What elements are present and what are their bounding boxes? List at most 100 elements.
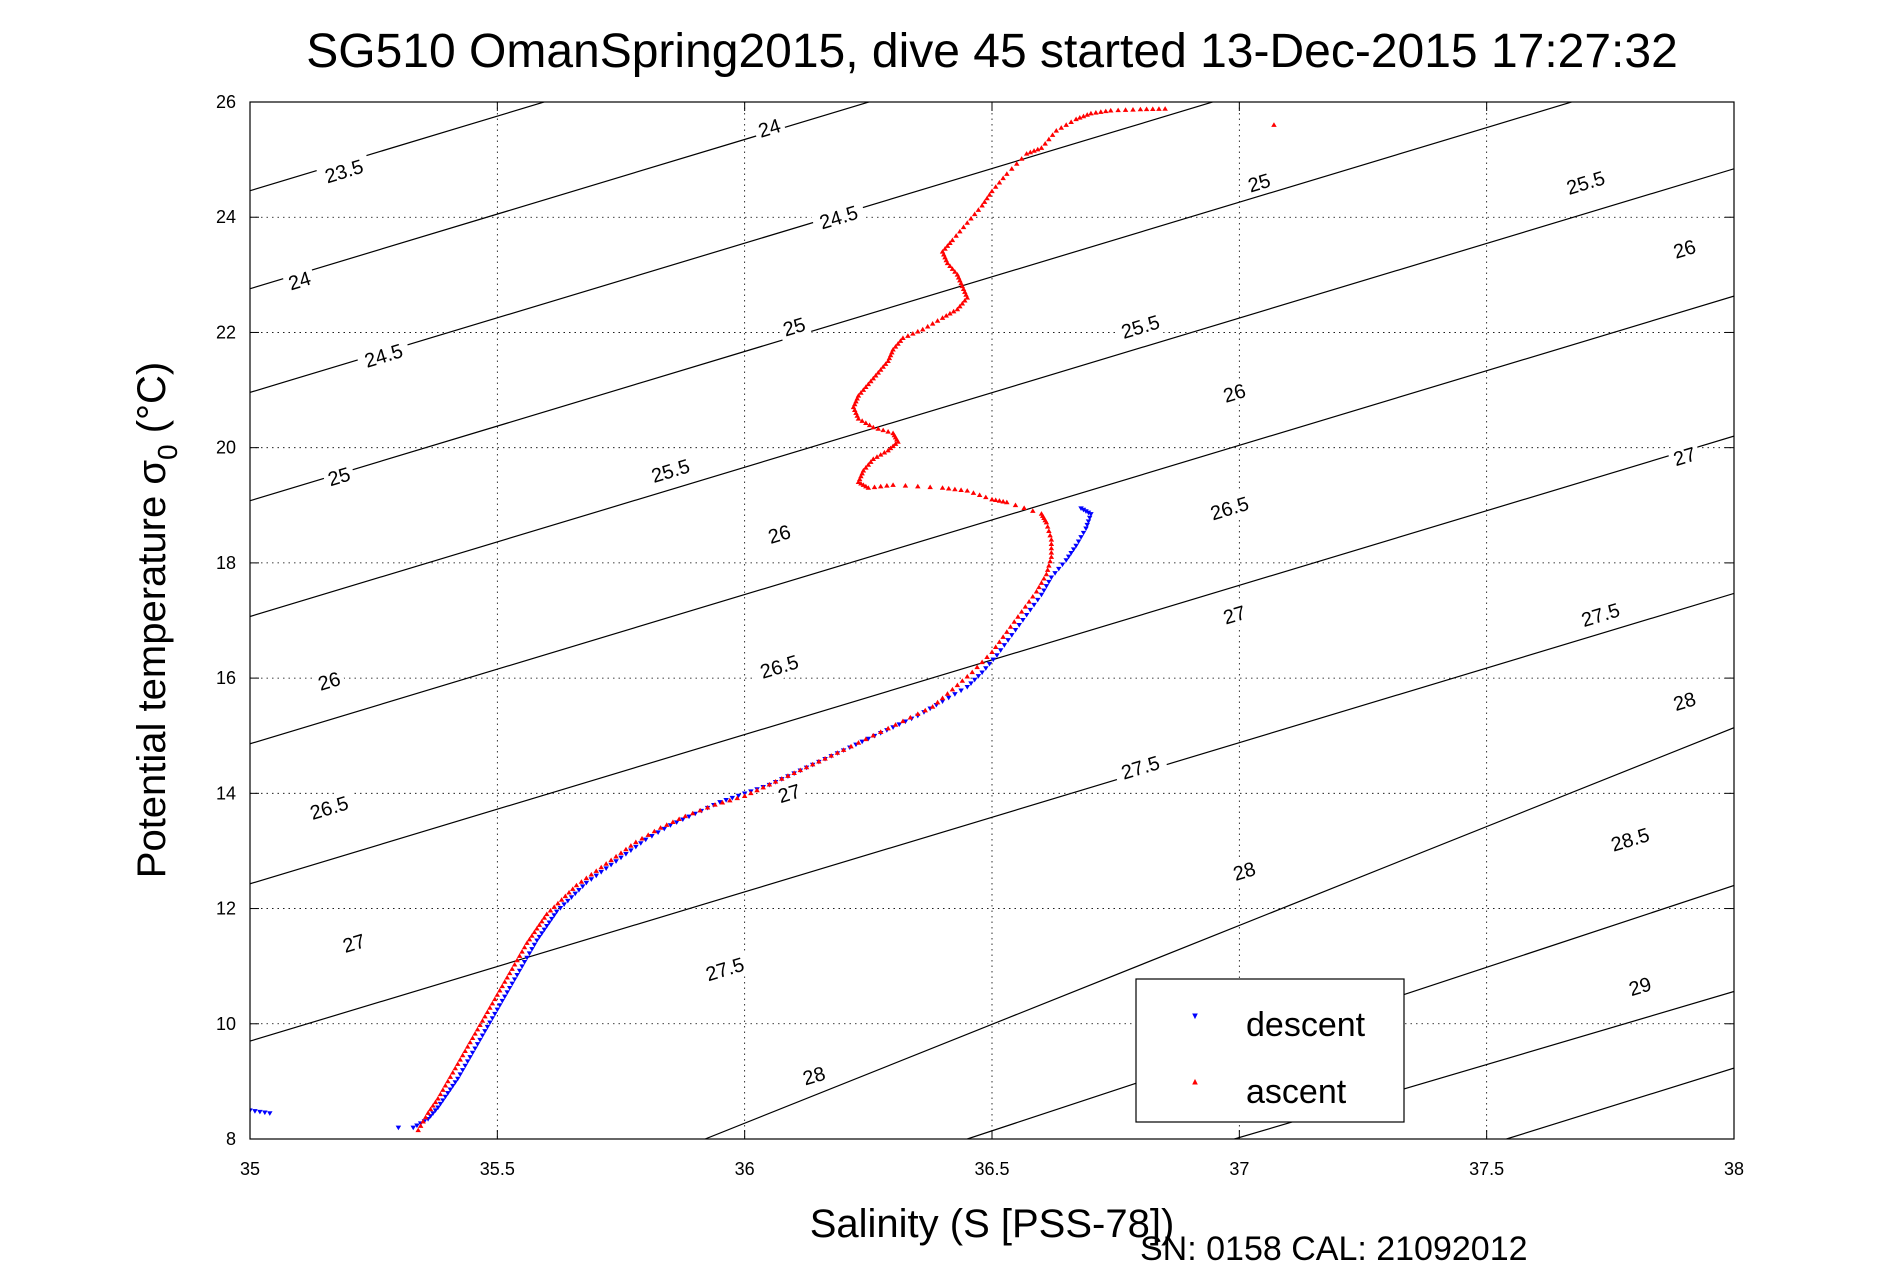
x-tick-label: 35.5	[480, 1159, 515, 1179]
isopycnal-line-24	[250, 102, 871, 290]
ascent-point	[645, 832, 651, 837]
ascent-point	[897, 338, 904, 343]
ascent-point	[1047, 558, 1053, 564]
ascent-point	[459, 1052, 466, 1058]
x-tick-label: 37.5	[1469, 1159, 1504, 1179]
contour-label-background	[1216, 377, 1253, 409]
descent-point	[1001, 643, 1008, 648]
ascent-point	[927, 484, 933, 490]
descent-point	[633, 844, 639, 850]
ascent-point	[992, 644, 999, 649]
ascent-point	[855, 479, 862, 485]
ascent-point	[969, 669, 975, 675]
ascent-point	[1044, 567, 1051, 572]
legend: descent ascent	[1135, 978, 1405, 1123]
ascent-point	[1048, 550, 1055, 555]
descent-point	[487, 1020, 493, 1026]
contour-label-background	[315, 152, 373, 191]
ascent-point	[892, 722, 899, 727]
ascent-point	[939, 249, 946, 254]
y-tick-label: 16	[216, 668, 236, 688]
contour-label-background	[355, 336, 412, 375]
ascent-point	[1043, 519, 1050, 525]
descent-point	[499, 998, 506, 1004]
descent-point	[442, 1094, 449, 1100]
ascent-point	[676, 816, 682, 822]
descent-point	[467, 1055, 473, 1060]
legend-box	[1135, 978, 1405, 1123]
ascent-point	[885, 358, 891, 364]
ascent-point	[865, 462, 872, 467]
y-tick-label: 14	[216, 783, 236, 803]
descent-point	[464, 1059, 471, 1065]
ascent-point	[639, 835, 645, 841]
ascent-point	[860, 387, 867, 392]
contour-label-background	[300, 788, 358, 827]
ascent-point	[809, 761, 816, 767]
descent-point	[1035, 597, 1041, 603]
ascent-point	[1098, 109, 1104, 114]
contour-label-background	[796, 1059, 832, 1092]
descent-point	[1043, 584, 1050, 589]
descent-point	[1088, 512, 1094, 517]
ascent-point	[497, 987, 503, 993]
ascent-point	[1042, 140, 1048, 146]
descent-point	[494, 1007, 501, 1013]
descent-point	[435, 1105, 441, 1111]
descent-point	[1046, 579, 1052, 585]
descent-point	[583, 880, 590, 886]
y-axis-title: Potential temperature σ0 (°C)	[130, 362, 183, 878]
ascent-point	[1030, 593, 1036, 599]
descent-point	[945, 695, 952, 701]
ascent-point	[529, 933, 535, 938]
ascent-point	[425, 1110, 431, 1115]
ascent-point	[989, 496, 995, 502]
descent-point	[395, 1125, 402, 1131]
ascent-point	[942, 254, 948, 260]
ascent-point	[1018, 156, 1025, 161]
ascent-point	[1271, 122, 1277, 127]
descent-point	[649, 834, 655, 839]
ascent-point	[450, 1069, 456, 1075]
ascent-point	[860, 467, 867, 473]
ascent-point	[697, 807, 703, 813]
ascent-point	[1041, 515, 1047, 521]
isopycnal-line-27-5	[704, 727, 1734, 1139]
ascent-point	[1063, 122, 1069, 127]
contour-label-background	[642, 451, 699, 490]
ascent-point	[430, 1103, 436, 1108]
ascent-point	[1077, 115, 1083, 120]
descent-point	[1005, 638, 1011, 643]
ascent-point	[939, 485, 946, 490]
ascent-point	[1018, 609, 1025, 614]
ascent-point	[440, 1087, 446, 1092]
ascent-point	[870, 424, 877, 430]
ascent-point	[822, 755, 828, 761]
ascent-point	[1036, 584, 1042, 590]
ascent-point	[682, 813, 689, 819]
contour-label-background	[771, 777, 808, 810]
ascent-point	[447, 1074, 454, 1079]
ascent-point	[856, 476, 863, 482]
ascent-point	[524, 940, 530, 945]
ascent-point	[939, 695, 946, 701]
ascent-point	[499, 983, 506, 989]
descent-point	[1073, 543, 1079, 549]
ascent-point	[754, 787, 760, 793]
ascent-point	[457, 1056, 463, 1062]
ascent-point	[415, 1127, 421, 1133]
descent-point	[469, 1050, 476, 1056]
ascent-point	[442, 1082, 449, 1088]
ascent-point	[593, 868, 599, 873]
serial-calibration-footer: SN: 0158 CAL: 21092012	[1140, 1230, 1528, 1262]
descent-point	[479, 1033, 486, 1039]
contour-label-background	[750, 647, 808, 686]
ascent-point	[1107, 107, 1114, 113]
ascent-point	[474, 1026, 481, 1032]
ascent-point	[870, 456, 877, 461]
descent-point	[414, 1123, 420, 1129]
descent-point	[1078, 535, 1084, 540]
descent-point	[1038, 592, 1045, 598]
descent-point	[536, 934, 543, 940]
isopycnal-line-25	[250, 102, 1574, 502]
